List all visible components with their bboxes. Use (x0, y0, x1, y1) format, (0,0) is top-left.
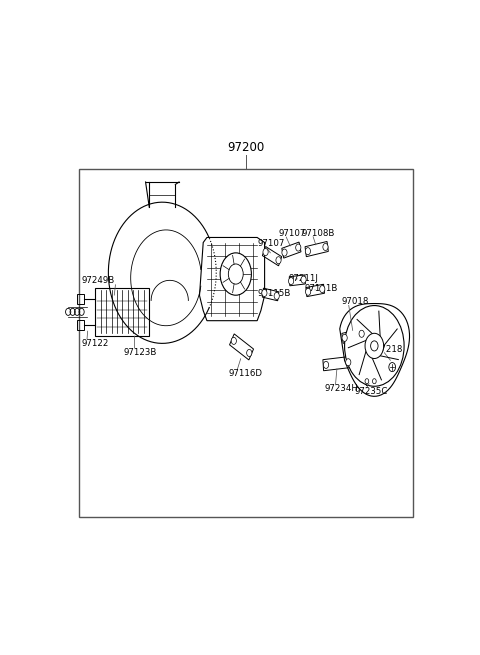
Text: 97200: 97200 (228, 141, 264, 155)
Circle shape (365, 379, 369, 384)
Text: 97122: 97122 (82, 339, 109, 348)
Circle shape (371, 341, 378, 351)
Circle shape (262, 290, 267, 297)
Circle shape (288, 278, 294, 285)
Circle shape (301, 276, 306, 283)
Circle shape (345, 305, 404, 386)
Text: 97211J: 97211J (288, 274, 318, 283)
Text: 97234H: 97234H (325, 384, 359, 393)
Text: 97115B: 97115B (258, 289, 291, 298)
Circle shape (276, 257, 281, 264)
Circle shape (342, 334, 347, 341)
Text: 97107: 97107 (257, 238, 285, 248)
Text: 97235C: 97235C (355, 387, 388, 396)
Bar (79, 170, 413, 517)
Text: 97108B: 97108B (302, 229, 335, 238)
Circle shape (231, 337, 237, 345)
Circle shape (305, 248, 311, 255)
Circle shape (324, 362, 329, 368)
Circle shape (305, 288, 311, 295)
Circle shape (372, 379, 376, 384)
Text: 97111B: 97111B (305, 284, 338, 293)
Circle shape (220, 253, 252, 295)
Circle shape (359, 330, 364, 337)
Circle shape (323, 244, 328, 250)
Circle shape (282, 249, 287, 256)
Circle shape (320, 286, 325, 293)
Text: 97123B: 97123B (123, 348, 156, 357)
Circle shape (228, 264, 243, 284)
Circle shape (274, 292, 279, 299)
Circle shape (346, 359, 351, 365)
Circle shape (296, 244, 301, 251)
Circle shape (263, 248, 268, 255)
Circle shape (389, 363, 396, 371)
Text: 97107: 97107 (279, 229, 306, 238)
Text: 97116D: 97116D (228, 369, 262, 378)
Text: 97018: 97018 (342, 297, 369, 306)
Text: 97218: 97218 (375, 345, 403, 354)
Text: 97249B: 97249B (82, 276, 115, 286)
Circle shape (365, 333, 384, 358)
Circle shape (247, 349, 252, 356)
